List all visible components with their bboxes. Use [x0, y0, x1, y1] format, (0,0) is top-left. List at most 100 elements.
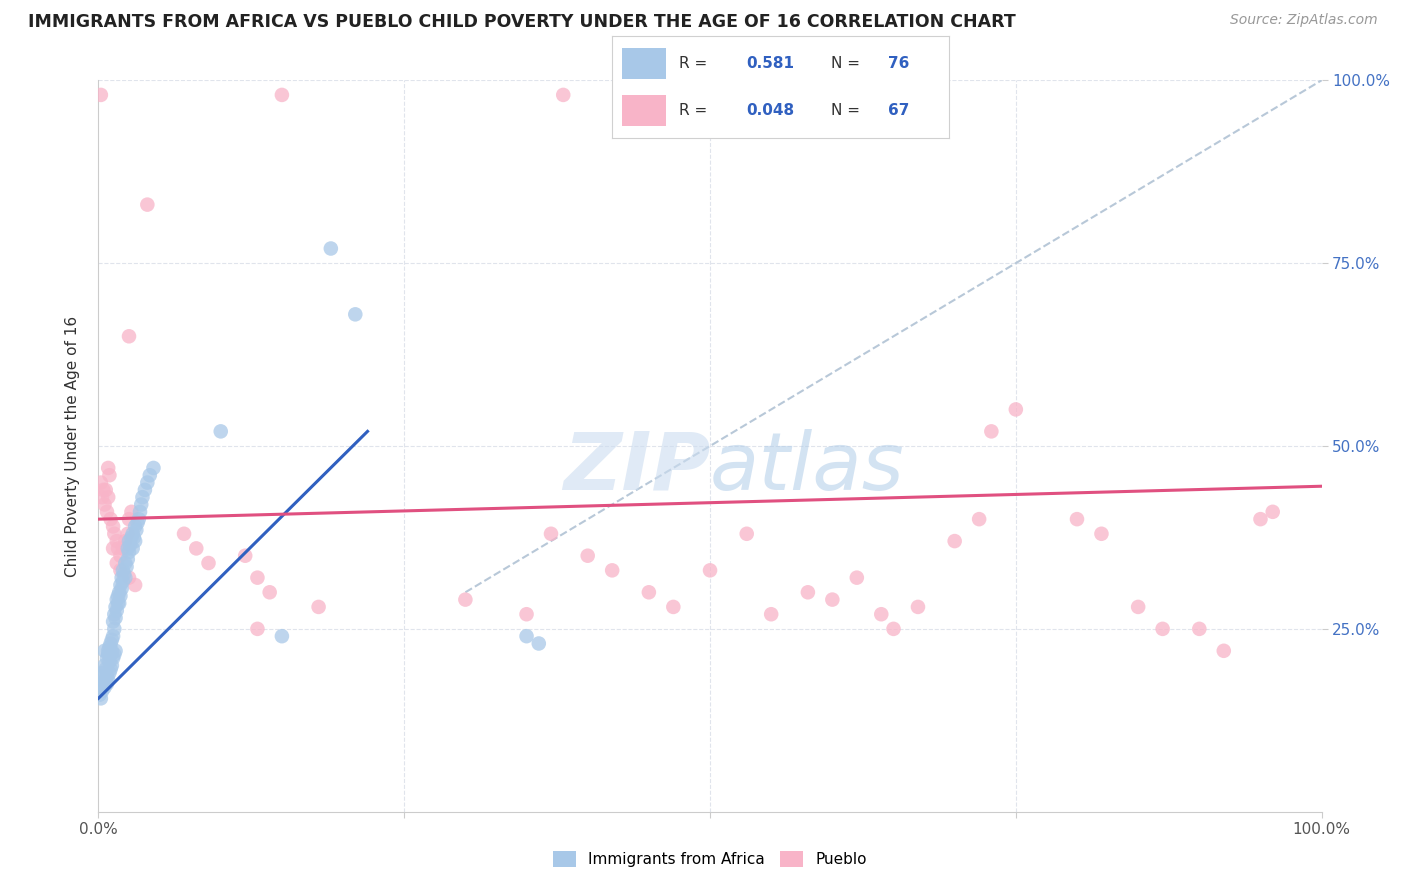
Text: 76: 76	[889, 56, 910, 70]
Point	[103, 622, 125, 636]
Point	[122, 530, 145, 544]
Point	[108, 585, 131, 599]
Point	[100, 512, 122, 526]
Point	[100, 648, 122, 662]
Point	[197, 556, 219, 570]
Legend: Immigrants from Africa, Pueblo: Immigrants from Africa, Pueblo	[547, 846, 873, 873]
Point	[97, 644, 120, 658]
Point	[118, 329, 141, 343]
Point	[100, 662, 122, 676]
Point	[110, 589, 132, 603]
Point	[105, 603, 128, 617]
Text: Source: ZipAtlas.com: Source: ZipAtlas.com	[1230, 13, 1378, 28]
Text: IMMIGRANTS FROM AFRICA VS PUEBLO CHILD POVERTY UNDER THE AGE OF 16 CORRELATION C: IMMIGRANTS FROM AFRICA VS PUEBLO CHILD P…	[28, 13, 1017, 31]
Point	[1090, 526, 1112, 541]
Point	[980, 425, 1002, 439]
Point	[91, 665, 114, 680]
Point	[101, 519, 124, 533]
Point	[761, 607, 783, 622]
Point	[114, 534, 136, 549]
Point	[699, 563, 721, 577]
Point	[883, 622, 905, 636]
Point	[94, 673, 117, 687]
Point	[308, 599, 330, 614]
Point	[540, 526, 562, 541]
Point	[111, 563, 134, 577]
Point	[111, 541, 134, 556]
Point	[117, 541, 139, 556]
Point	[114, 571, 136, 585]
Point	[118, 512, 141, 526]
Point	[101, 615, 124, 629]
Point	[638, 585, 661, 599]
Point	[870, 607, 893, 622]
Point	[120, 538, 142, 552]
Point	[246, 571, 269, 585]
Point	[101, 541, 124, 556]
Text: R =: R =	[679, 103, 713, 118]
Point	[111, 571, 134, 585]
Point	[131, 490, 153, 504]
Point	[101, 651, 124, 665]
Text: ZIP: ZIP	[562, 429, 710, 507]
Point	[103, 648, 125, 662]
Point	[100, 636, 122, 650]
Point	[91, 483, 114, 497]
Point	[139, 468, 162, 483]
Point	[527, 636, 550, 650]
Y-axis label: Child Poverty Under the Age of 16: Child Poverty Under the Age of 16	[65, 316, 80, 576]
Point	[101, 632, 124, 647]
Point	[121, 541, 143, 556]
Text: R =: R =	[679, 56, 713, 70]
Point	[114, 556, 136, 570]
Point	[93, 658, 115, 673]
Bar	[621, 48, 665, 78]
Point	[129, 505, 152, 519]
Point	[1128, 599, 1150, 614]
Point	[1188, 622, 1211, 636]
Point	[124, 534, 146, 549]
Point	[117, 552, 139, 566]
Point	[454, 592, 477, 607]
Point	[1152, 622, 1174, 636]
Point	[1249, 512, 1271, 526]
Text: atlas: atlas	[710, 429, 905, 507]
Point	[93, 681, 115, 695]
Point	[97, 648, 120, 662]
Point	[515, 629, 537, 643]
Point	[107, 541, 129, 556]
Point	[108, 596, 131, 610]
Point	[112, 567, 135, 582]
Point	[104, 599, 127, 614]
Point	[98, 640, 121, 655]
Bar	[621, 95, 665, 126]
Point	[967, 512, 990, 526]
Point	[103, 607, 125, 622]
Point	[107, 596, 129, 610]
Point	[101, 658, 124, 673]
Point	[93, 644, 115, 658]
Point	[553, 87, 575, 102]
Point	[104, 611, 127, 625]
Point	[110, 578, 132, 592]
Point	[107, 589, 129, 603]
Point	[89, 688, 111, 702]
Point	[1212, 644, 1234, 658]
Point	[110, 549, 132, 563]
Point	[870, 87, 893, 102]
Point	[96, 676, 118, 690]
Point	[101, 644, 124, 658]
Point	[97, 461, 120, 475]
Point	[127, 516, 149, 530]
Point	[90, 475, 112, 490]
Point	[111, 582, 134, 596]
Point	[105, 592, 128, 607]
Point	[142, 461, 165, 475]
Point	[118, 571, 141, 585]
Text: 0.581: 0.581	[747, 56, 794, 70]
Point	[259, 585, 281, 599]
Point	[515, 607, 537, 622]
Point	[98, 665, 121, 680]
Point	[233, 549, 256, 563]
Point	[120, 530, 142, 544]
